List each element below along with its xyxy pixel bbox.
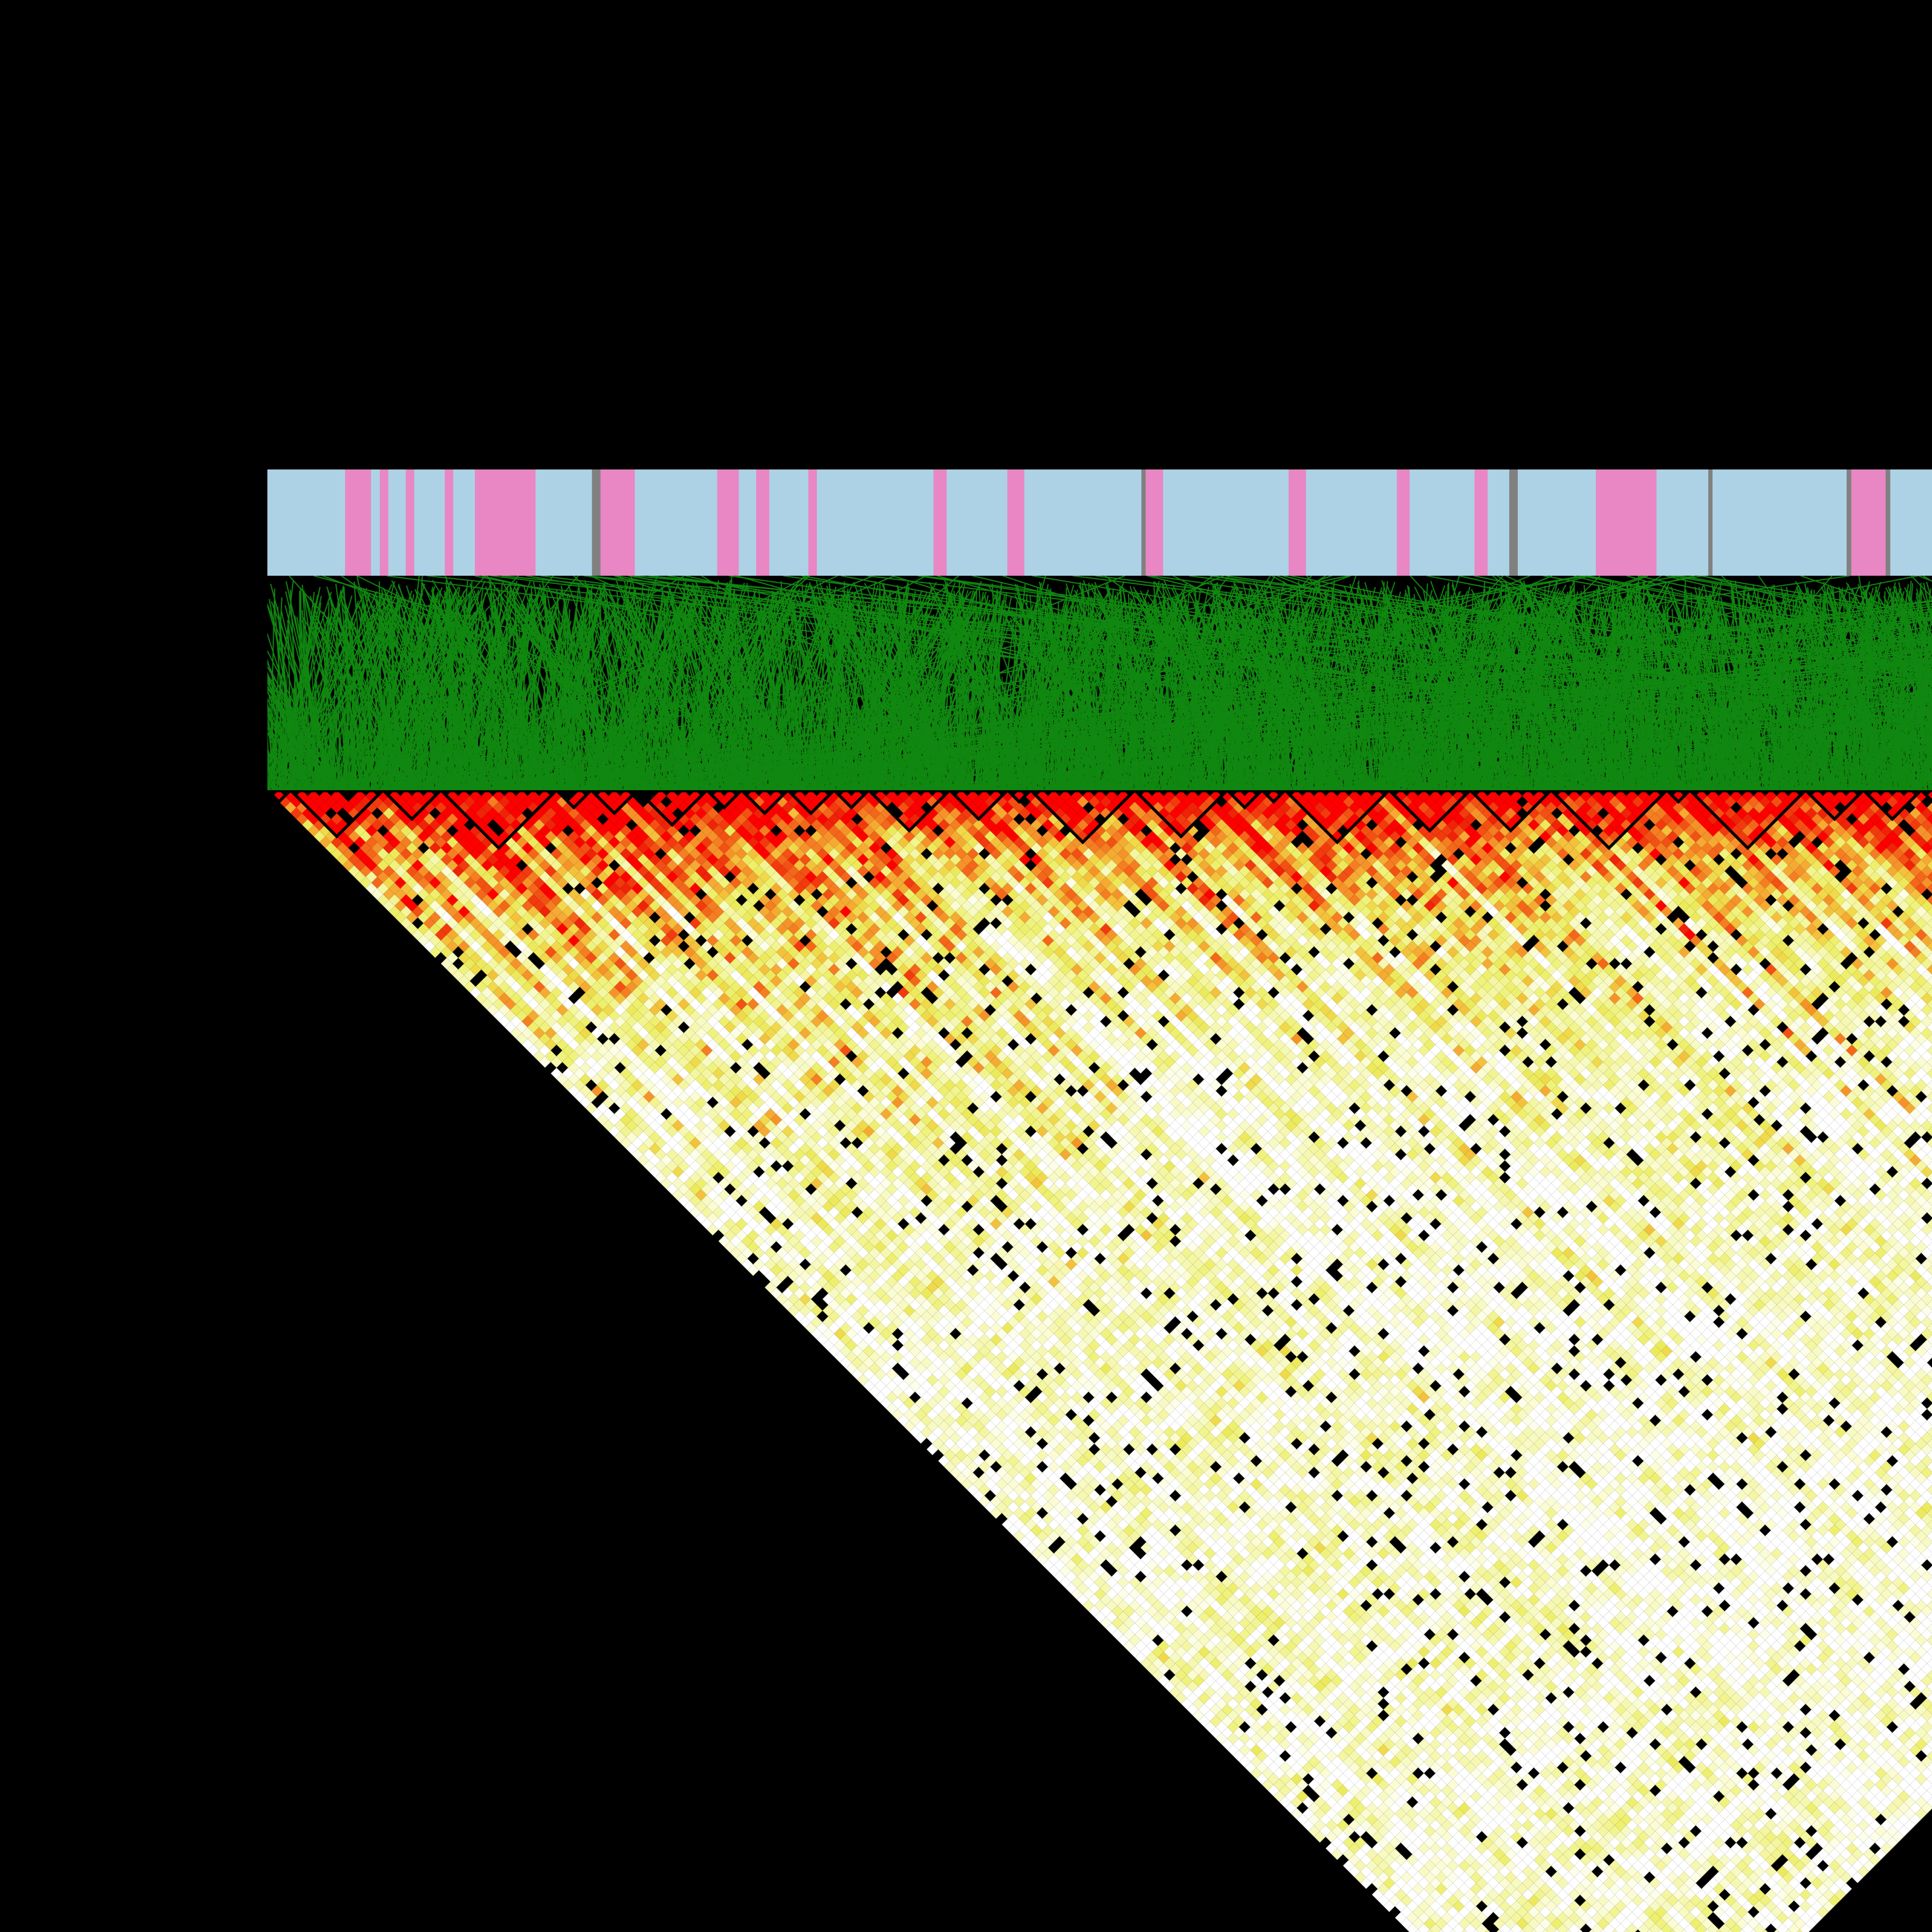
- annotation-stripes-canvas: [267, 469, 1932, 576]
- hierarchical-clustering-dendrogram[interactable]: [267, 576, 1932, 791]
- dendrogram-canvas: [267, 576, 1932, 791]
- ld-heatmap-canvas: [267, 790, 1932, 1932]
- ld-triangle-heatmap[interactable]: [267, 790, 1932, 1932]
- sample-class-annotation-bar[interactable]: [267, 469, 1932, 576]
